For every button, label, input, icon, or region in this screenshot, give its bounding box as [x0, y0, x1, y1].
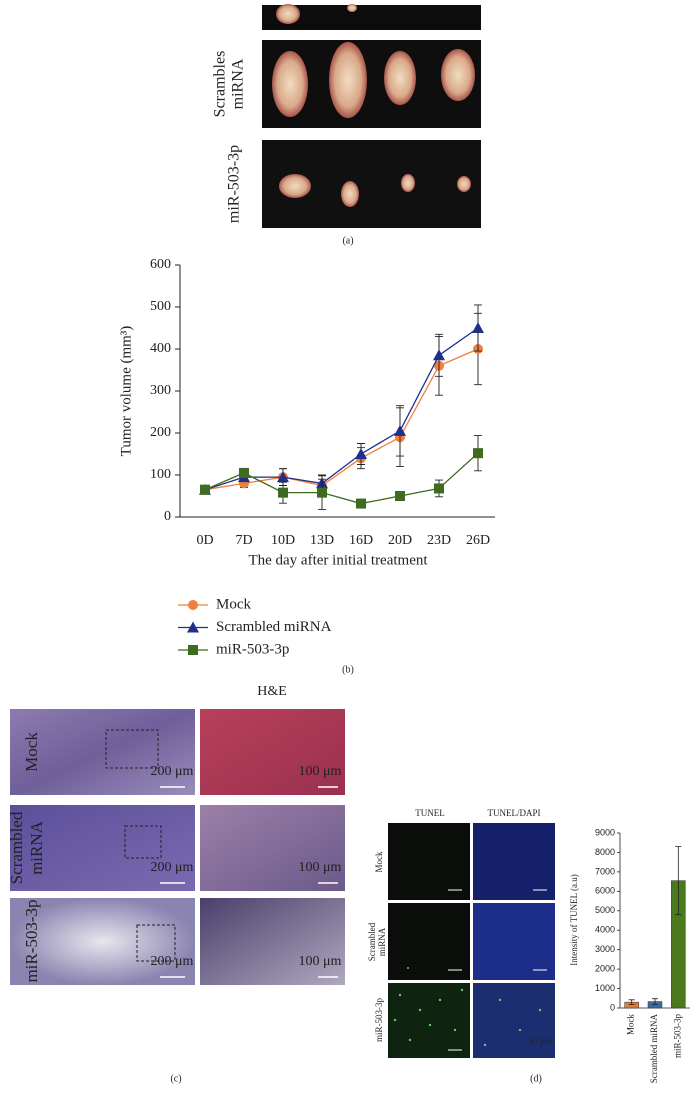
row-label: Mock [374, 851, 384, 872]
row-label: miR-503-3p [226, 145, 243, 223]
caption: (b) [342, 664, 354, 675]
error-bar [675, 846, 682, 916]
row-label: Scrambled [367, 922, 377, 961]
y-tick-label: 300 [150, 383, 171, 398]
legend-label: Scrambled miRNA [216, 619, 332, 635]
row-label: miRNA [377, 927, 387, 956]
x-axis-label: The day after initial treatment [248, 552, 428, 568]
x-tick-label: Scrambled miRNA [649, 1014, 659, 1084]
data-point [317, 487, 327, 498]
x-tick-label: miR-503-3p [672, 1014, 682, 1058]
y-tick-label: 100 [150, 467, 171, 482]
x-tick-label: 10D [271, 533, 295, 548]
y-tick-label: 200 [150, 425, 171, 440]
scale-label: 200 μm [151, 954, 194, 969]
y-tick-label: 8000 [595, 847, 615, 857]
y-tick-label: 3000 [595, 944, 615, 954]
x-tick-label: 16D [349, 533, 373, 548]
series-line [204, 327, 479, 491]
y-tick-label: 400 [150, 341, 171, 356]
y-tick-label: 4000 [595, 925, 615, 935]
y-tick-label: 2000 [595, 963, 615, 973]
scale-label: 200 μm [151, 764, 194, 779]
tunel-images [388, 823, 555, 1058]
scale-label: 100 μm [299, 860, 342, 875]
y-tick-label: 9000 [595, 827, 615, 837]
caption: (d) [530, 1073, 542, 1084]
y-tick-label: 5000 [595, 905, 615, 915]
y-tick-label: 500 [150, 299, 171, 314]
error-bar [628, 999, 635, 1005]
tumor-photos [262, 4, 481, 228]
data-point [472, 322, 484, 333]
header: TUNEL [415, 808, 445, 818]
row-label: miR-503-3p [374, 998, 384, 1042]
data-point [239, 467, 249, 478]
y-tick-label: 0 [610, 1002, 615, 1012]
scale-label: 200 μm [151, 860, 194, 875]
y-tick-label: 600 [150, 257, 171, 272]
data-point [394, 424, 406, 436]
row-label: Scrambled [7, 811, 26, 884]
y-tick-label: 1000 [595, 983, 615, 993]
legend-label: miR-503-3p [216, 641, 289, 657]
y-axis-label: Tumor volume (mm³) [118, 326, 134, 457]
data-point [395, 491, 405, 501]
y-tick-label: 6000 [595, 886, 615, 896]
data-point [278, 487, 288, 498]
legend-marker [188, 645, 198, 655]
x-tick-label: 13D [310, 533, 334, 548]
data-point [277, 471, 289, 483]
x-tick-label: 26D [466, 533, 490, 548]
row-label: Mock [22, 732, 41, 772]
x-tick-label: Mock [626, 1014, 636, 1035]
row-label: miRNA [230, 58, 247, 109]
data-point [434, 483, 444, 494]
x-tick-label: 0D [196, 533, 213, 548]
scale-label: 50 μm [528, 1036, 551, 1046]
x-tick-label: 23D [427, 533, 451, 548]
x-tick-label: 7D [235, 533, 252, 548]
row-label: miRNA [27, 820, 46, 875]
data-point [473, 448, 483, 459]
row-label: miR-503-3p [22, 899, 41, 982]
y-axis-label: Intensity of TUNEL (a.u) [569, 874, 579, 965]
caption: (a) [342, 235, 353, 246]
data-point [355, 448, 367, 459]
y-tick-label: 7000 [595, 866, 615, 876]
legend-marker [188, 600, 198, 610]
row-label: Scrambles [212, 51, 229, 118]
y-tick-label: 0 [164, 509, 171, 524]
data-point [433, 349, 445, 361]
data-point [356, 498, 366, 509]
x-tick-label: 20D [388, 533, 412, 548]
scale-label: 100 μm [299, 954, 342, 969]
header: H&E [257, 684, 287, 699]
legend-marker [187, 621, 199, 633]
header: TUNEL/DAPI [488, 808, 541, 818]
series-line [204, 348, 479, 491]
error-bar [652, 998, 658, 1005]
data-point [200, 484, 210, 495]
legend-label: Mock [216, 596, 251, 612]
scale-label: 100 μm [299, 764, 342, 779]
caption: (c) [170, 1073, 181, 1084]
series-line [204, 452, 479, 505]
he-images [10, 709, 345, 985]
